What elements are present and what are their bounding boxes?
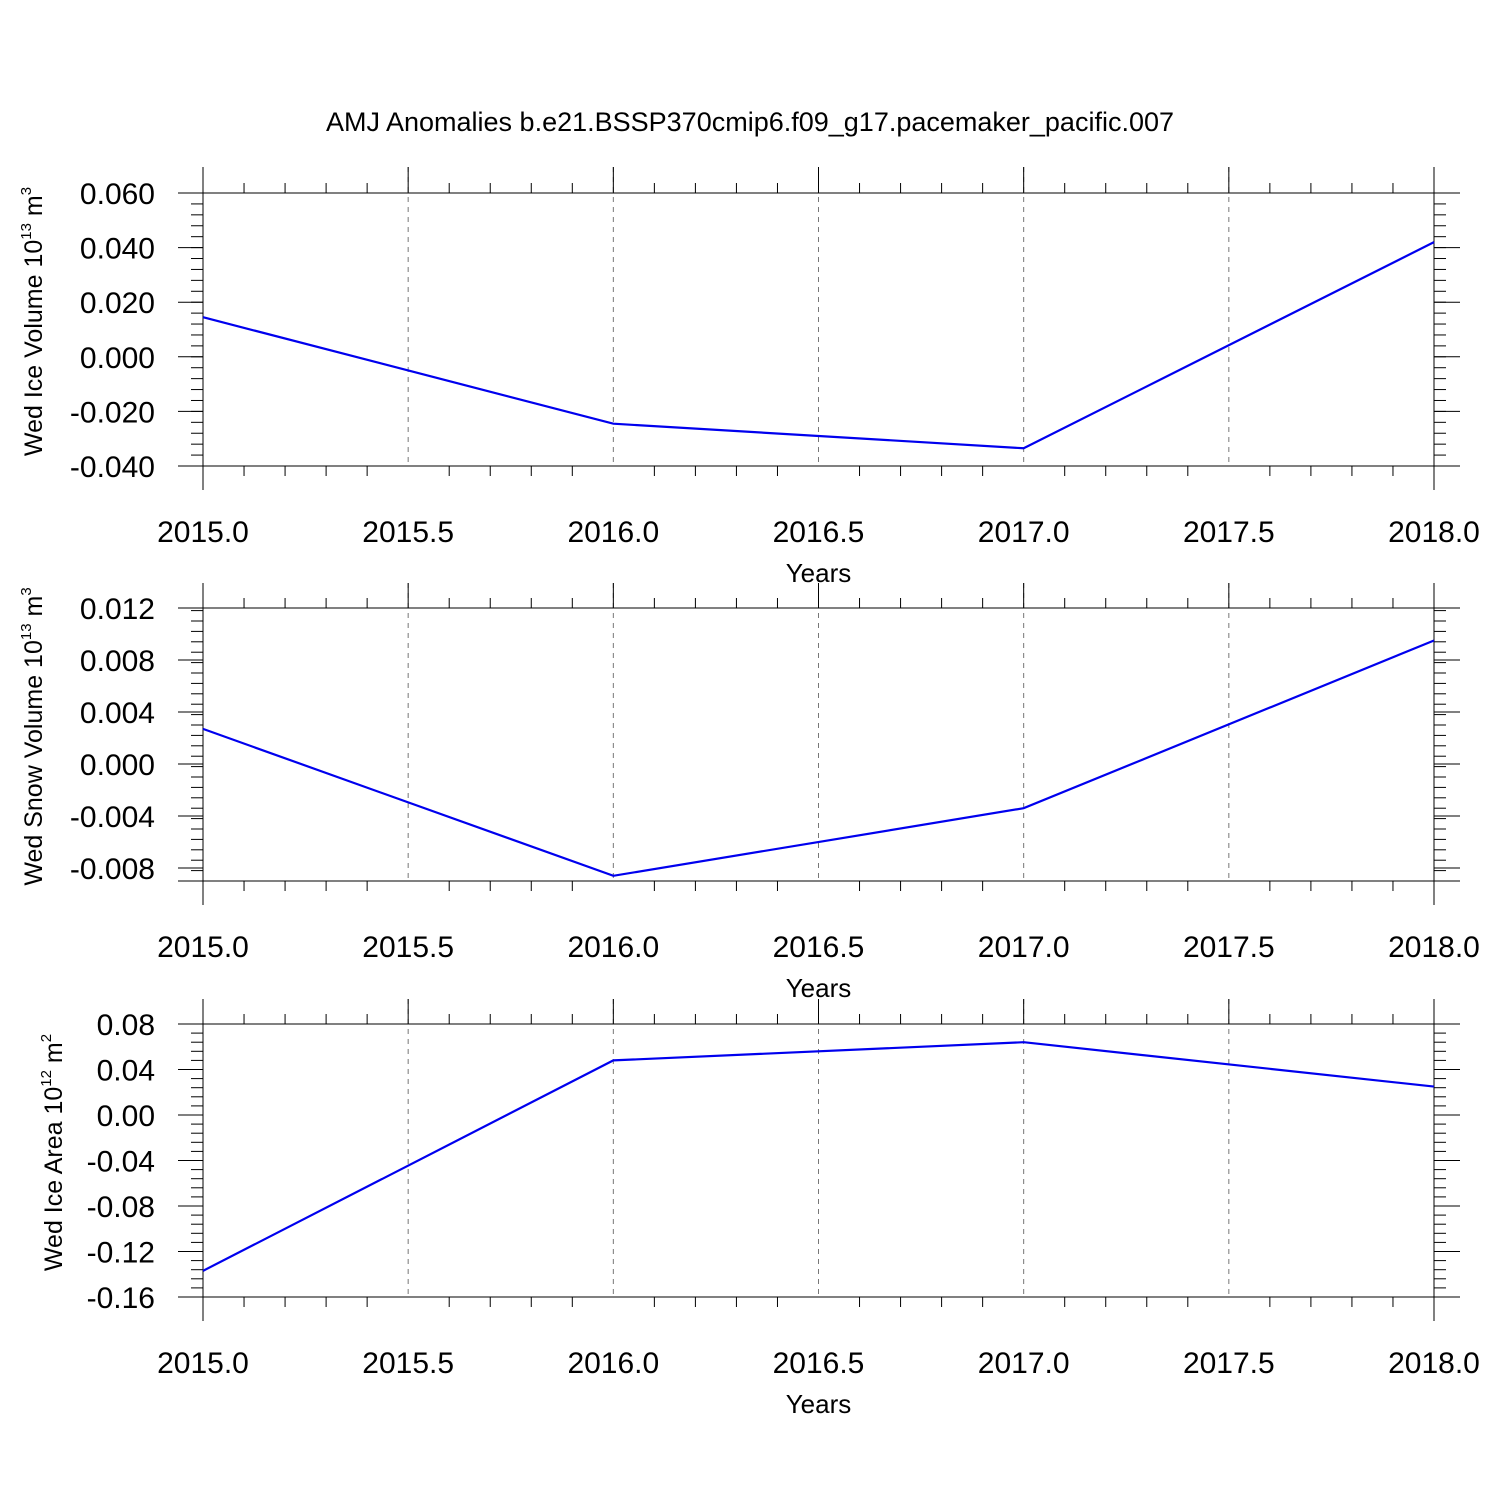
x-tick-label: 2016.5 xyxy=(773,931,865,964)
x-tick-label: 2018.0 xyxy=(1388,516,1480,549)
x-tick-label: 2016.0 xyxy=(567,931,659,964)
x-tick-label: 2017.5 xyxy=(1183,1347,1275,1380)
x-tick-label: 2015.0 xyxy=(157,516,249,549)
y-axis-label: Wed Ice Volume 1013 m3 xyxy=(18,187,48,456)
x-tick-label: 2015.5 xyxy=(362,1347,454,1380)
x-tick-label: 2015.0 xyxy=(157,931,249,964)
x-tick-label: 2017.0 xyxy=(978,931,1070,964)
figure-title: AMJ Anomalies b.e21.BSSP370cmip6.f09_g17… xyxy=(326,107,1174,137)
x-tick-label: 2016.5 xyxy=(773,516,865,549)
y-tick-label: -0.008 xyxy=(70,853,155,886)
x-axis-label: Years xyxy=(786,973,852,1003)
y-tick-label: 0.000 xyxy=(80,749,155,782)
y-axis-label: Wed Snow Volume 1013 m3 xyxy=(18,587,48,885)
y-tick-label: 0.08 xyxy=(97,1009,155,1042)
series-line xyxy=(202,639,1435,877)
y-tick-label: -0.040 xyxy=(70,451,155,484)
y-tick-label: 0.008 xyxy=(80,645,155,678)
y-tick-label: -0.04 xyxy=(87,1146,155,1179)
x-tick-label: 2017.5 xyxy=(1183,516,1275,549)
x-tick-label: 2017.5 xyxy=(1183,931,1275,964)
y-tick-label: -0.004 xyxy=(70,801,155,834)
y-tick-label: 0.060 xyxy=(80,178,155,211)
x-axis-label: Years xyxy=(786,1389,852,1419)
x-tick-label: 2016.0 xyxy=(567,1347,659,1380)
y-tick-label: 0.040 xyxy=(80,233,155,266)
series-line xyxy=(202,241,1435,450)
x-tick-label: 2016.0 xyxy=(567,516,659,549)
x-tick-label: 2017.0 xyxy=(978,516,1070,549)
y-tick-label: 0.000 xyxy=(80,342,155,375)
series-line xyxy=(202,1041,1435,1272)
y-tick-label: -0.020 xyxy=(70,396,155,429)
x-tick-label: 2016.5 xyxy=(773,1347,865,1380)
x-tick-label: 2017.0 xyxy=(978,1347,1070,1380)
y-axis-label: Wed Ice Area 1012 m2 xyxy=(38,1034,68,1271)
x-tick-label: 2015.5 xyxy=(362,516,454,549)
x-tick-label: 2015.0 xyxy=(157,1347,249,1380)
y-tick-label: -0.16 xyxy=(87,1282,155,1315)
panel-2: 0.012 0.008 0.004 0.000 -0.004 -0.008 2015.0 20… xyxy=(18,583,1480,1003)
y-tick-label: 0.020 xyxy=(80,287,155,320)
y-tick-label: -0.08 xyxy=(87,1191,155,1224)
x-tick-label: 2018.0 xyxy=(1388,931,1480,964)
y-tick-label: 0.004 xyxy=(80,697,155,730)
y-tick-label: -0.12 xyxy=(87,1237,155,1270)
y-tick-label: 0.00 xyxy=(97,1100,155,1133)
x-tick-label: 2018.0 xyxy=(1388,1347,1480,1380)
x-tick-label: 2015.5 xyxy=(362,931,454,964)
y-tick-label: 0.012 xyxy=(80,593,155,626)
y-tick-label: 0.04 xyxy=(97,1055,155,1088)
